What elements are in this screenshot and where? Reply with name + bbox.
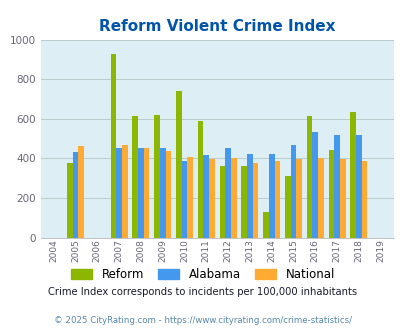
Bar — [197, 121, 203, 238]
Bar — [306, 116, 312, 238]
Bar — [328, 150, 333, 238]
Bar — [160, 148, 165, 238]
Bar — [209, 159, 214, 238]
Bar — [176, 91, 181, 238]
Bar — [268, 154, 274, 238]
Bar — [252, 163, 258, 238]
Bar — [247, 154, 252, 238]
Bar — [78, 146, 84, 238]
Bar — [262, 212, 268, 238]
Bar — [284, 176, 290, 238]
Bar — [361, 161, 367, 238]
Bar — [350, 112, 355, 238]
Bar — [132, 116, 138, 238]
Bar — [312, 132, 318, 238]
Bar — [116, 148, 121, 238]
Bar — [67, 163, 72, 238]
Text: © 2025 CityRating.com - https://www.cityrating.com/crime-statistics/: © 2025 CityRating.com - https://www.city… — [54, 316, 351, 325]
Title: Reform Violent Crime Index: Reform Violent Crime Index — [99, 19, 335, 34]
Bar — [203, 155, 209, 238]
Legend: Reform, Alabama, National: Reform, Alabama, National — [66, 263, 339, 286]
Bar — [290, 145, 296, 238]
Bar — [219, 166, 225, 238]
Bar — [138, 148, 143, 238]
Bar — [154, 115, 160, 238]
Bar — [165, 151, 171, 238]
Bar — [318, 158, 323, 238]
Bar — [72, 152, 78, 238]
Bar — [230, 158, 236, 238]
Bar — [241, 166, 247, 238]
Bar — [110, 54, 116, 238]
Bar — [333, 135, 339, 238]
Bar — [225, 148, 230, 238]
Bar — [187, 157, 192, 238]
Bar — [122, 145, 127, 238]
Bar — [143, 148, 149, 238]
Bar — [296, 159, 301, 238]
Bar — [339, 159, 345, 238]
Bar — [355, 135, 361, 238]
Bar — [274, 161, 279, 238]
Bar — [181, 161, 187, 238]
Text: Crime Index corresponds to incidents per 100,000 inhabitants: Crime Index corresponds to incidents per… — [48, 287, 357, 297]
